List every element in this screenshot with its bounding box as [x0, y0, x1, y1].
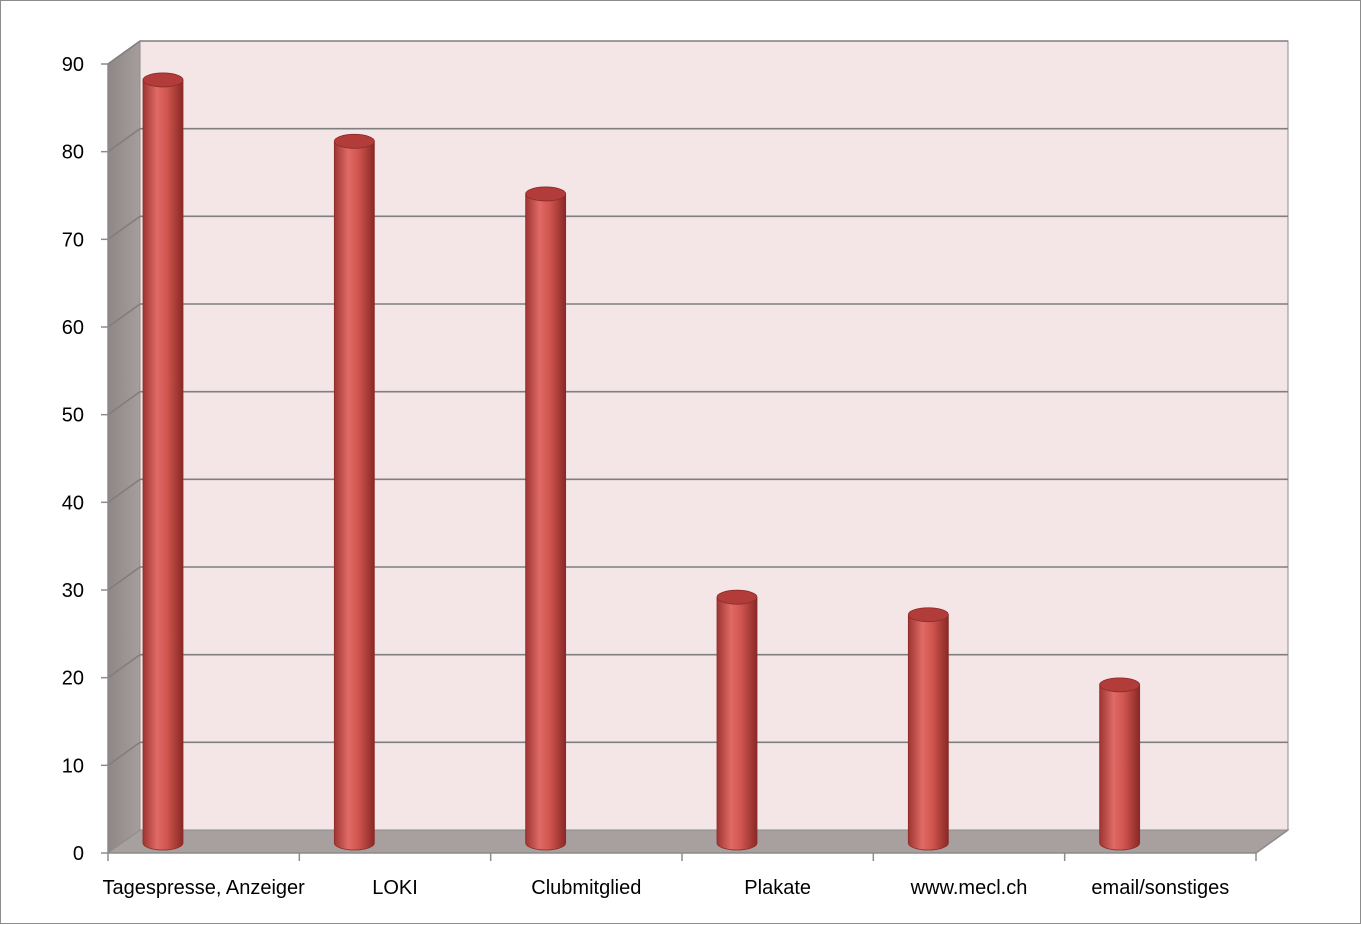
bar — [907, 607, 949, 851]
y-tick-label: 0 — [73, 843, 84, 865]
bar-body — [907, 614, 949, 851]
bar — [333, 133, 375, 851]
bar-top — [716, 589, 758, 605]
x-tick-label: Plakate — [744, 877, 811, 899]
x-axis-depth-line — [1255, 829, 1289, 854]
gridline-side — [107, 654, 141, 679]
bar — [525, 186, 567, 851]
side-wall — [107, 40, 141, 854]
x-axis: Tagespresse, Anzeiger LOKI Clubmitglied Pla… — [102, 829, 1289, 899]
bar-top — [525, 186, 567, 202]
y-tick-label: 50 — [62, 405, 84, 427]
y-tick-label: 80 — [62, 142, 84, 164]
gridline-side — [107, 303, 141, 328]
bar-top — [1099, 677, 1141, 693]
gridline-side — [107, 741, 141, 766]
bar — [716, 589, 758, 851]
bar-body — [1099, 684, 1141, 851]
bar — [1099, 677, 1141, 851]
y-tick-label: 60 — [62, 317, 84, 339]
y-axis: 0 10 20 30 40 50 60 70 80 90 — [62, 54, 109, 865]
gridline-side — [107, 478, 141, 503]
bar-top — [907, 607, 949, 623]
y-tick-label: 20 — [62, 668, 84, 690]
bars — [142, 72, 1141, 851]
gridlines — [107, 40, 1288, 766]
y-tick-label: 10 — [62, 755, 84, 777]
y-tick-label: 90 — [62, 54, 84, 76]
gridline-side — [107, 128, 141, 153]
x-tick-label: Tagespresse, Anzeiger — [102, 877, 305, 899]
gridline-side — [107, 40, 141, 65]
bar-body — [525, 193, 567, 851]
x-tick-label: Clubmitglied — [531, 877, 641, 899]
y-tick-label: 40 — [62, 492, 84, 514]
gridline-side — [107, 215, 141, 240]
x-tick-label: email/sonstiges — [1091, 877, 1229, 899]
y-tick-label: 70 — [62, 229, 84, 251]
gridline-side — [107, 391, 141, 416]
bar-body — [333, 140, 375, 851]
gridline-side — [107, 566, 141, 591]
x-tick-label: LOKI — [372, 877, 418, 899]
bar-body — [142, 79, 184, 851]
y-tick-label: 30 — [62, 580, 84, 602]
bar — [142, 72, 184, 851]
x-tick-label: www.mecl.ch — [910, 877, 1028, 899]
bar-top — [142, 72, 184, 88]
bar-top — [333, 133, 375, 149]
bar-body — [716, 596, 758, 851]
